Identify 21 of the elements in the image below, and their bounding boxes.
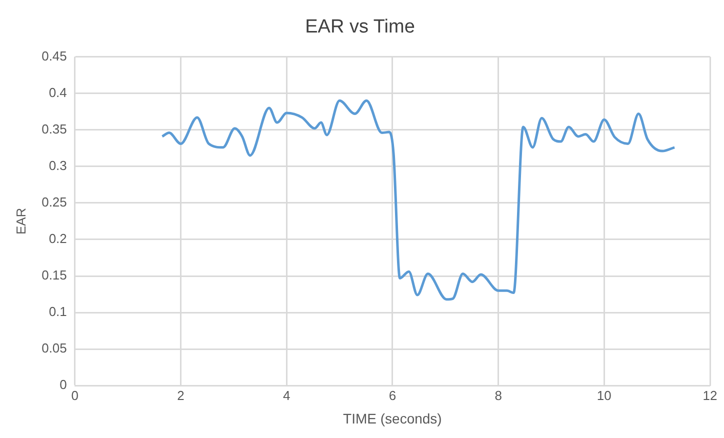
y-tick-label: 0.05	[42, 340, 67, 356]
y-tick-label: 0.25	[42, 194, 67, 210]
x-tick-label: 12	[702, 388, 718, 403]
x-tick-label: 6	[388, 388, 396, 403]
y-tick-label: 0.45	[42, 48, 67, 64]
x-tick-label: 2	[177, 388, 184, 403]
line-series	[160, 99, 676, 301]
y-tick-label: 0.3	[48, 158, 67, 173]
chart-title: EAR vs Time	[305, 16, 415, 38]
y-tick-label: 0.35	[42, 121, 67, 136]
x-tick-label: 0	[71, 388, 79, 403]
y-tick-label: 0.15	[42, 268, 67, 283]
y-tick-label: 0	[60, 377, 67, 392]
x-axis-title: TIME (seconds)	[343, 410, 442, 426]
y-tick-label: 0.1	[48, 304, 67, 320]
y-tick-label: 0.4	[48, 84, 67, 100]
y-axis-title: EAR	[13, 208, 28, 235]
y-tick-label: 0.2	[48, 231, 67, 246]
x-tick-label: 4	[282, 388, 290, 403]
x-tick-label: 8	[494, 388, 502, 403]
x-tick-label: 10	[596, 388, 612, 403]
